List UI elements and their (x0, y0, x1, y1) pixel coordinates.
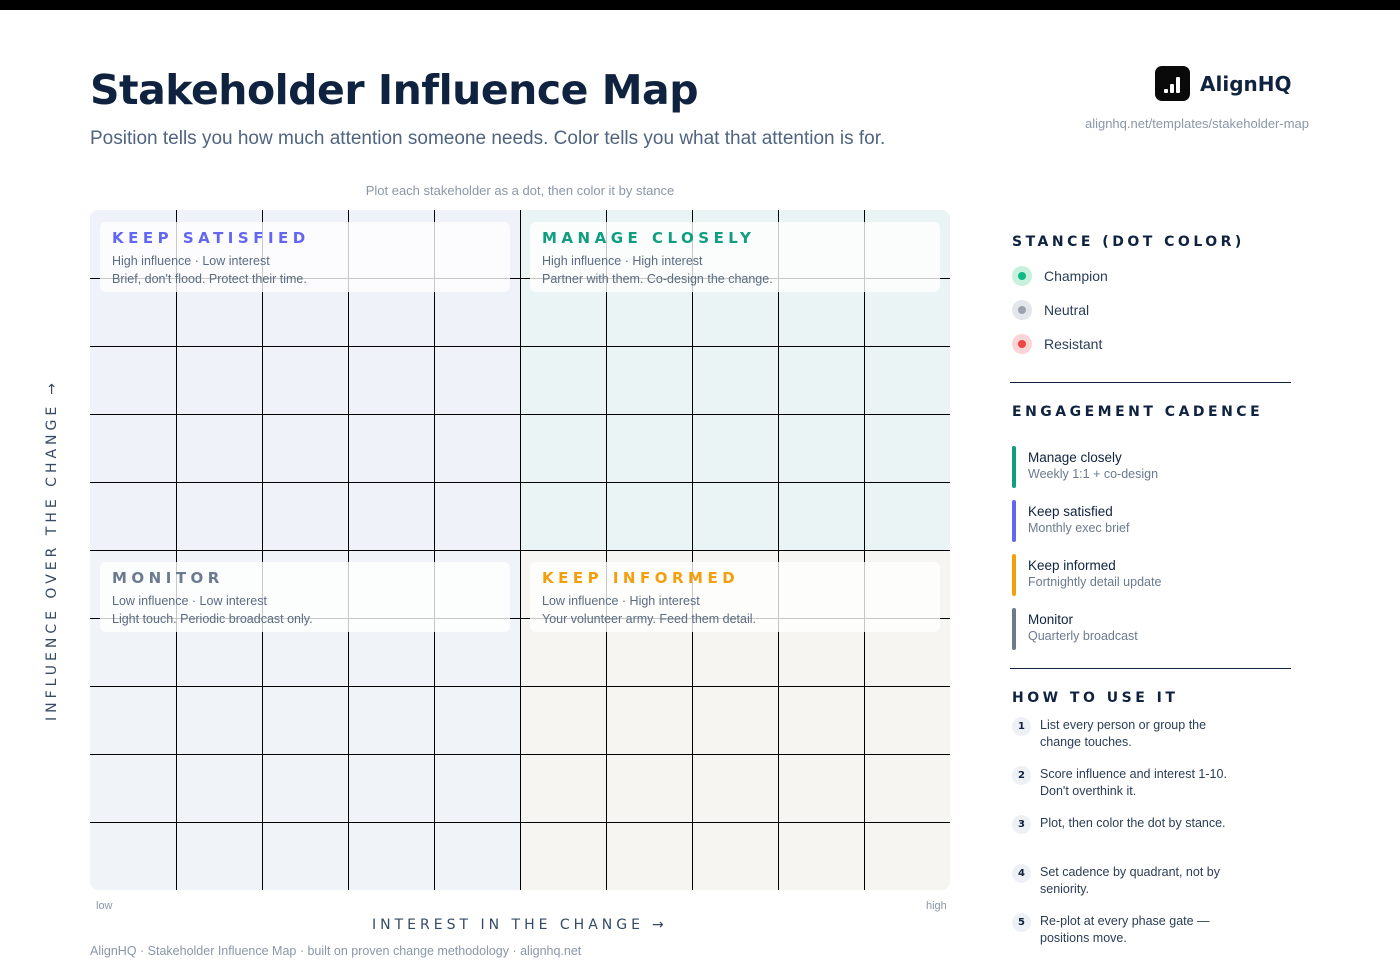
stance-heading: STANCE (DOT COLOR) (1012, 234, 1245, 250)
cadence-heading: ENGAGEMENT CADENCE (1012, 404, 1264, 420)
step-text: Set cadence by quadrant, not by seniorit… (1040, 865, 1220, 896)
top-bar (0, 0, 1400, 10)
cadence-name: Keep informed (1028, 558, 1116, 573)
x-axis-label: INTEREST IN THE CHANGE (372, 917, 644, 933)
cadence-item-manage-closely: Manage closely Weekly 1:1 + co-design (1012, 446, 1158, 488)
divider (1010, 668, 1291, 669)
step-text: Re-plot at every phase gate — positions … (1040, 914, 1210, 945)
step-item: 1 List every person or group the change … (1012, 717, 1232, 751)
step-number: 1 (1012, 717, 1031, 736)
keep-informed-title: KEEP INFORMED (542, 569, 740, 587)
cadence-bar (1012, 500, 1016, 542)
x-axis-low-label: low (96, 900, 113, 912)
how-to-heading: HOW TO USE IT (1012, 690, 1179, 706)
cadence-desc: Fortnightly detail update (1028, 575, 1162, 589)
monitor-card: MONITOR Low influence · Low interest Lig… (100, 562, 510, 632)
cadence-bar (1012, 608, 1016, 650)
brand-name: AlignHQ (1200, 71, 1292, 96)
keep-informed-card: KEEP INFORMED Low influence · High inter… (530, 562, 940, 632)
keep-satisfied-advice: Brief, don't flood. Protect their time. (112, 272, 307, 286)
y-axis-title: INFLUENCE OVER THE CHANGE → (44, 383, 60, 721)
step-number: 4 (1012, 864, 1031, 883)
cadence-desc: Monthly exec brief (1028, 521, 1130, 535)
stance-label: Neutral (1044, 302, 1090, 318)
step-item: 4 Set cadence by quadrant, not by senior… (1012, 864, 1232, 898)
page-subtitle: Position tells you how much attention so… (90, 128, 886, 149)
step-number: 5 (1012, 913, 1031, 932)
step-item: 5 Re-plot at every phase gate — position… (1012, 913, 1232, 947)
grid-line (90, 414, 950, 415)
step-item: 2 Score influence and interest 1-10. Don… (1012, 766, 1232, 800)
keep-satisfied-title: KEEP SATISFIED (112, 229, 310, 247)
cadence-bar (1012, 554, 1016, 596)
keep-informed-axes: Low influence · High interest (542, 594, 700, 608)
page-title: Stakeholder Influence Map (90, 66, 699, 114)
grid-line (90, 346, 950, 347)
grid-line (90, 278, 950, 279)
step-item: 3 Plot, then color the dot by stance. (1012, 815, 1232, 834)
manage-closely-axes: High influence · High interest (542, 254, 703, 268)
x-axis-title: INTEREST IN THE CHANGE → (372, 917, 664, 933)
keep-informed-advice: Your volunteer army. Feed them detail. (542, 612, 757, 626)
step-number: 2 (1012, 766, 1031, 785)
footer: AlignHQ · Stakeholder Influence Map · bu… (90, 944, 582, 958)
step-number: 3 (1012, 815, 1031, 834)
bar-chart-icon (1155, 66, 1190, 101)
keep-satisfied-card: KEEP SATISFIED High influence · Low inte… (100, 222, 510, 292)
brand[interactable]: AlignHQ (1155, 66, 1291, 101)
cadence-desc: Quarterly broadcast (1028, 629, 1138, 643)
monitor-title: MONITOR (112, 569, 224, 587)
cadence-name: Keep satisfied (1028, 504, 1113, 519)
arrow-up-icon: → (44, 383, 60, 395)
cadence-bar (1012, 446, 1016, 488)
cadence-desc: Weekly 1:1 + co-design (1028, 467, 1159, 481)
cadence-item-keep-informed: Keep informed Fortnightly detail update (1012, 554, 1161, 596)
champion-dot-icon (1012, 266, 1032, 286)
cadence-name: Monitor (1028, 612, 1074, 627)
step-text: Score influence and interest 1-10. Don't… (1040, 767, 1227, 798)
grid-line (90, 822, 950, 823)
y-axis-label: INFLUENCE OVER THE CHANGE (44, 402, 60, 721)
cadence-name: Manage closely (1028, 450, 1122, 465)
stance-item-resistant: Resistant (1012, 334, 1102, 354)
arrow-right-icon: → (651, 917, 664, 933)
influence-matrix[interactable]: KEEP SATISFIED High influence · Low inte… (90, 210, 950, 890)
step-text: Plot, then color the dot by stance. (1040, 816, 1226, 830)
stance-item-champion: Champion (1012, 266, 1108, 286)
manage-closely-card: MANAGE CLOSELY High influence · High int… (530, 222, 940, 292)
brand-url[interactable]: alignhq.net/templates/stakeholder-map (1084, 116, 1309, 131)
grid-line (90, 482, 950, 483)
cadence-item-monitor: Monitor Quarterly broadcast (1012, 608, 1138, 650)
stance-label: Champion (1044, 268, 1108, 284)
grid-line (90, 550, 950, 551)
monitor-advice: Light touch. Periodic broadcast only. (112, 612, 313, 626)
neutral-dot-icon (1012, 300, 1032, 320)
stance-label: Resistant (1044, 336, 1103, 352)
x-axis-high-label: high (926, 900, 947, 912)
manage-closely-title: MANAGE CLOSELY (542, 229, 756, 247)
matrix-hint: Plot each stakeholder as a dot, then col… (365, 183, 675, 198)
monitor-axes: Low influence · Low interest (112, 594, 267, 608)
step-text: List every person or group the change to… (1040, 718, 1207, 749)
resistant-dot-icon (1012, 334, 1032, 354)
cadence-item-keep-satisfied: Keep satisfied Monthly exec brief (1012, 500, 1129, 542)
divider (1010, 382, 1291, 383)
keep-satisfied-axes: High influence · Low interest (112, 254, 270, 268)
stance-item-neutral: Neutral (1012, 300, 1089, 320)
grid-line (90, 618, 950, 619)
grid-line (90, 686, 950, 687)
grid-line (90, 754, 950, 755)
manage-closely-advice: Partner with them. Co-design the change. (542, 272, 773, 286)
